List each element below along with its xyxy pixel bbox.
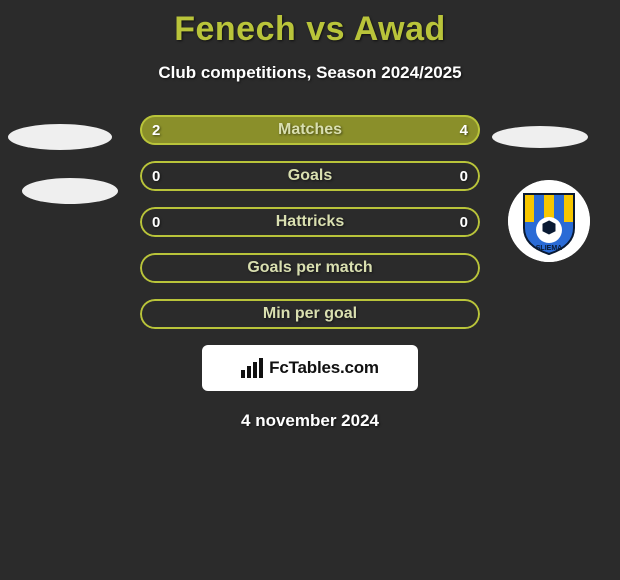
placeholder-ellipse-left-bottom xyxy=(22,178,118,204)
stat-fill-left xyxy=(140,115,252,145)
stat-value-right: 0 xyxy=(448,161,480,191)
stat-row-border xyxy=(140,299,480,329)
stat-row: Goals per match xyxy=(140,253,480,283)
comparison-card: Fenech vs Awad Club competitions, Season… xyxy=(0,0,620,580)
stat-value-right: 0 xyxy=(448,207,480,237)
stat-row-border xyxy=(140,161,480,191)
club-badge: SLIEMA xyxy=(508,180,590,262)
date-text: 4 november 2024 xyxy=(0,411,620,431)
stat-row: Min per goal xyxy=(140,299,480,329)
watermark: FcTables.com xyxy=(202,345,418,391)
watermark-bars-icon xyxy=(241,358,263,378)
club-badge-text: SLIEMA xyxy=(536,245,562,252)
stat-row: Matches24 xyxy=(140,115,480,145)
club-badge-icon: SLIEMA xyxy=(508,180,590,262)
stat-value-left: 0 xyxy=(140,161,172,191)
stat-row-label: Goals per match xyxy=(140,253,480,283)
stat-row-label: Min per goal xyxy=(140,299,480,329)
page-title: Fenech vs Awad xyxy=(0,0,620,49)
stat-row-label: Goals xyxy=(140,161,480,191)
subtitle: Club competitions, Season 2024/2025 xyxy=(0,63,620,83)
stat-row-label: Hattricks xyxy=(140,207,480,237)
placeholder-ellipse-left-top xyxy=(8,124,112,150)
watermark-text: FcTables.com xyxy=(269,358,379,378)
stat-row: Hattricks0 0 xyxy=(140,207,480,237)
stat-fill-right xyxy=(252,115,480,145)
stat-value-left: 0 xyxy=(140,207,172,237)
placeholder-ellipse-right-top xyxy=(492,126,588,148)
stat-row: Goals0 0 xyxy=(140,161,480,191)
stat-row-border xyxy=(140,253,480,283)
stat-row-border xyxy=(140,207,480,237)
